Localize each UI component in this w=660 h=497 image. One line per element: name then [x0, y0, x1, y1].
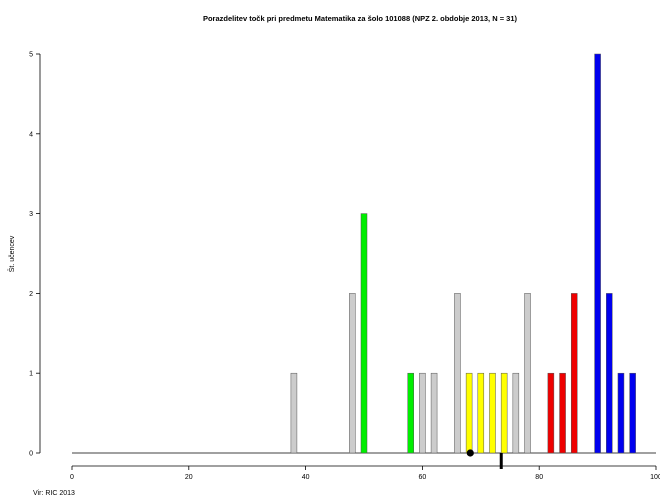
y-tick-label: 5: [29, 52, 33, 59]
y-tick-label: 0: [29, 451, 33, 458]
y-tick-label: 4: [29, 131, 33, 138]
bars: [290, 53, 636, 454]
x-tick-label: 60: [419, 474, 427, 481]
histogram-bar: [489, 372, 496, 454]
histogram-bar: [465, 372, 473, 454]
histogram-bar: [570, 293, 578, 454]
source-note: Vir: RIC 2013: [33, 490, 75, 497]
histogram-bar: [430, 372, 438, 454]
histogram-bar: [547, 372, 555, 454]
y-axis: 0 1 2 3 4 5: [29, 52, 41, 458]
x-tick-label: 20: [185, 474, 193, 481]
histogram-bar: [606, 293, 613, 454]
x-tick-label: 0: [70, 474, 74, 481]
histogram-bar: [524, 293, 531, 454]
y-axis-label: Št. učencev: [7, 235, 16, 272]
chart-title: Porazdelitev točk pri predmetu Matematik…: [203, 14, 518, 23]
x-tick-label: 40: [302, 474, 310, 481]
histogram-bar: [559, 372, 566, 454]
y-tick-label: 1: [29, 371, 33, 378]
y-tick-label: 2: [29, 291, 33, 298]
histogram-bar: [454, 293, 461, 454]
histogram-bar: [360, 213, 368, 454]
histogram-bar: [349, 293, 356, 454]
histogram-bar: [617, 372, 625, 454]
x-tick-label: 100: [650, 474, 660, 481]
histogram-bar: [407, 372, 414, 454]
histogram-bar: [629, 372, 636, 454]
histogram-bar: [594, 53, 601, 454]
x-tick-label: 80: [535, 474, 543, 481]
y-tick-label: 3: [29, 211, 33, 218]
histogram-bar: [290, 372, 298, 454]
histogram-bar: [419, 372, 426, 454]
markers: [466, 449, 503, 469]
histogram-bar: [500, 372, 508, 454]
x-axis: 0 20 40 60 80 100: [70, 465, 660, 481]
school-average-marker: [466, 449, 474, 457]
histogram-bar: [512, 372, 520, 454]
histogram-bar: [477, 372, 485, 454]
